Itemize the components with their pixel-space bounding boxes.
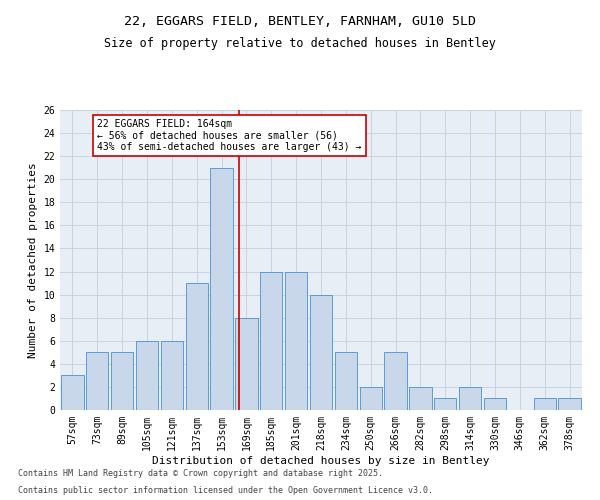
Bar	[185, 283, 208, 410]
Bar	[285, 272, 307, 410]
Bar	[161, 341, 183, 410]
Bar	[211, 168, 233, 410]
Text: 22, EGGARS FIELD, BENTLEY, FARNHAM, GU10 5LD: 22, EGGARS FIELD, BENTLEY, FARNHAM, GU10…	[124, 15, 476, 28]
Bar	[409, 387, 431, 410]
Bar	[359, 387, 382, 410]
Bar	[260, 272, 283, 410]
Bar	[86, 352, 109, 410]
Bar	[61, 376, 83, 410]
Bar	[335, 352, 357, 410]
Bar	[136, 341, 158, 410]
Bar	[459, 387, 481, 410]
Y-axis label: Number of detached properties: Number of detached properties	[28, 162, 38, 358]
Text: Size of property relative to detached houses in Bentley: Size of property relative to detached ho…	[104, 38, 496, 51]
Bar	[533, 398, 556, 410]
Text: Contains public sector information licensed under the Open Government Licence v3: Contains public sector information licen…	[18, 486, 433, 495]
Bar	[111, 352, 133, 410]
Bar	[484, 398, 506, 410]
Bar	[235, 318, 257, 410]
Bar	[559, 398, 581, 410]
Bar	[385, 352, 407, 410]
Text: 22 EGGARS FIELD: 164sqm
← 56% of detached houses are smaller (56)
43% of semi-de: 22 EGGARS FIELD: 164sqm ← 56% of detache…	[97, 119, 362, 152]
Bar	[434, 398, 457, 410]
Text: Contains HM Land Registry data © Crown copyright and database right 2025.: Contains HM Land Registry data © Crown c…	[18, 468, 383, 477]
X-axis label: Distribution of detached houses by size in Bentley: Distribution of detached houses by size …	[152, 456, 490, 466]
Bar	[310, 294, 332, 410]
